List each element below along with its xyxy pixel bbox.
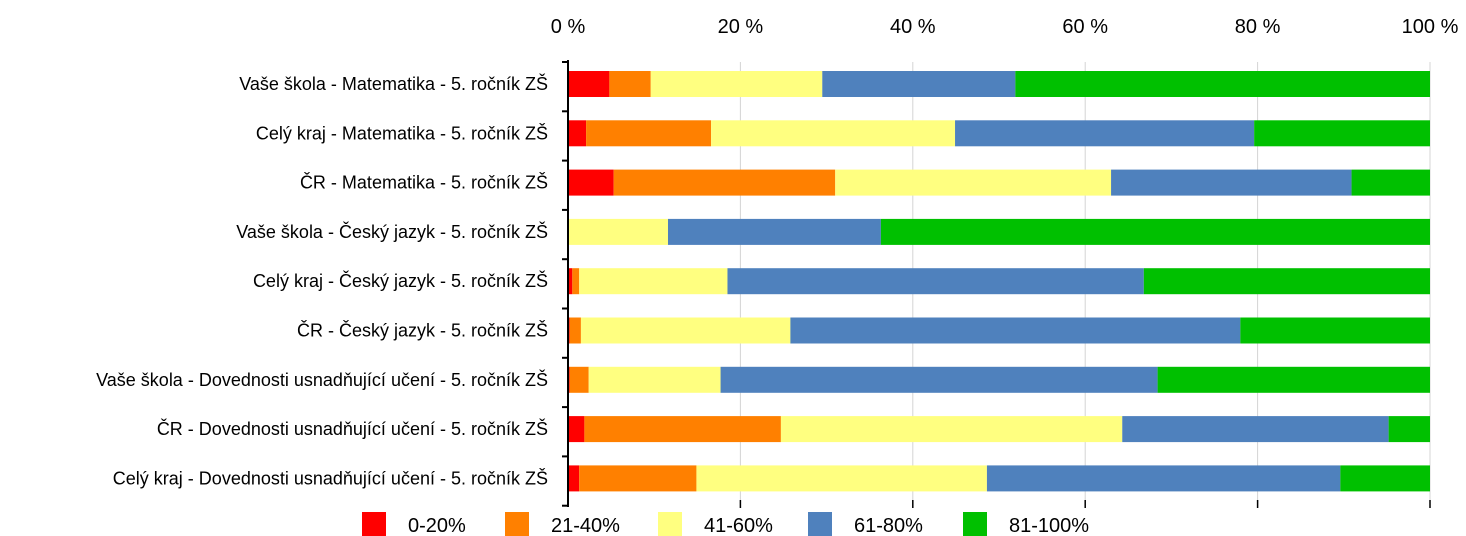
bar-segment-0-2 <box>650 71 823 97</box>
bar-segment-8-2 <box>696 465 987 492</box>
bar-segment-0-0 <box>568 71 610 97</box>
bar-segment-1-1 <box>586 120 712 147</box>
category-label-2: ČR - Matematika - 5. ročník ZŠ <box>300 172 548 193</box>
bar-segment-7-0 <box>568 416 585 443</box>
x-tick-label-1: 20 % <box>718 16 764 38</box>
bar-segment-7-3 <box>1122 416 1389 443</box>
bar-segment-0-1 <box>609 71 651 97</box>
bar-segment-3-2 <box>568 218 668 245</box>
bar-segment-2-2 <box>835 169 1112 196</box>
legend-swatch-3 <box>808 512 832 536</box>
axes <box>562 60 1431 508</box>
x-tick-label-4: 80 % <box>1235 16 1281 38</box>
legend-swatch-4 <box>963 512 987 536</box>
bar-segment-7-2 <box>780 416 1123 443</box>
bar-segment-8-3 <box>986 465 1341 492</box>
bar-segment-6-2 <box>588 366 721 393</box>
legend-swatch-1 <box>505 512 529 536</box>
x-tick-label-3: 60 % <box>1062 16 1108 38</box>
bar-segment-1-0 <box>568 120 587 147</box>
bar-segment-4-3 <box>727 268 1144 295</box>
bar-segment-3-3 <box>667 218 881 245</box>
bar-segment-2-1 <box>613 169 836 196</box>
category-label-6: Vaše škola - Dovednosti usnadňující učen… <box>96 369 548 390</box>
category-label-8: Celý kraj - Dovednosti usnadňující učení… <box>113 467 548 488</box>
legend: 0-20% 21-40% 41-60% 61-80% 81-100% <box>362 512 1089 536</box>
bar-segment-5-1 <box>569 317 581 344</box>
legend-label-3: 61-80% <box>854 515 923 536</box>
bar-segment-1-4 <box>1254 120 1430 147</box>
bar-segment-2-0 <box>568 169 614 196</box>
x-tick-label-2: 40 % <box>890 16 936 38</box>
category-label-4: Celý kraj - Český jazyk - 5. ročník ZŠ <box>253 270 548 291</box>
legend-swatch-2 <box>658 512 682 536</box>
bar-segment-4-0 <box>568 268 573 295</box>
bar-segment-6-1 <box>569 366 589 393</box>
category-label-5: ČR - Český jazyk - 5. ročník ZŠ <box>297 320 548 341</box>
bar-segment-1-3 <box>955 120 1255 147</box>
category-labels: Vaše škola - Matematika - 5. ročník ZŠ Ce… <box>96 73 548 488</box>
bar-segment-5-3 <box>790 317 1241 344</box>
bar-segment-3-4 <box>880 218 1430 245</box>
category-label-1: Celý kraj - Matematika - 5. ročník ZŠ <box>256 122 548 143</box>
legend-label-0: 0-20% <box>408 515 466 536</box>
bar-segment-1-2 <box>711 120 956 147</box>
bar-segment-2-3 <box>1111 169 1352 196</box>
legend-label-4: 81-100% <box>1009 515 1089 536</box>
bar-segment-7-1 <box>584 416 781 443</box>
bar-segment-5-4 <box>1240 317 1430 344</box>
bar-segment-7-4 <box>1388 416 1430 443</box>
legend-label-1: 21-40% <box>551 515 620 536</box>
bars <box>568 71 1430 492</box>
bar-segment-8-4 <box>1340 465 1430 492</box>
bar-segment-2-4 <box>1351 169 1430 196</box>
bar-segment-4-4 <box>1143 268 1430 295</box>
category-label-7: ČR - Dovednosti usnadňující učení - 5. r… <box>157 418 548 439</box>
x-tick-label-5: 100 % <box>1402 16 1459 38</box>
bar-segment-5-2 <box>580 317 791 344</box>
bar-segment-0-3 <box>822 71 1016 97</box>
bar-segment-6-3 <box>720 366 1158 393</box>
x-tick-label-0: 0 % <box>551 16 586 38</box>
legend-swatch-0 <box>362 512 386 536</box>
bar-segment-4-1 <box>572 268 580 295</box>
bar-segment-4-2 <box>579 268 728 295</box>
bar-segment-0-4 <box>1015 71 1430 97</box>
bar-segment-8-1 <box>579 465 697 492</box>
category-label-3: Vaše škola - Český jazyk - 5. ročník ZŠ <box>236 221 548 242</box>
bar-segment-8-0 <box>568 465 580 492</box>
x-tick-labels: 0 % 20 % 40 % 60 % 80 % 100 % <box>551 16 1459 38</box>
category-label-0: Vaše škola - Matematika - 5. ročník ZŠ <box>239 73 548 94</box>
bar-segment-6-4 <box>1157 366 1430 393</box>
legend-label-2: 41-60% <box>704 515 773 536</box>
